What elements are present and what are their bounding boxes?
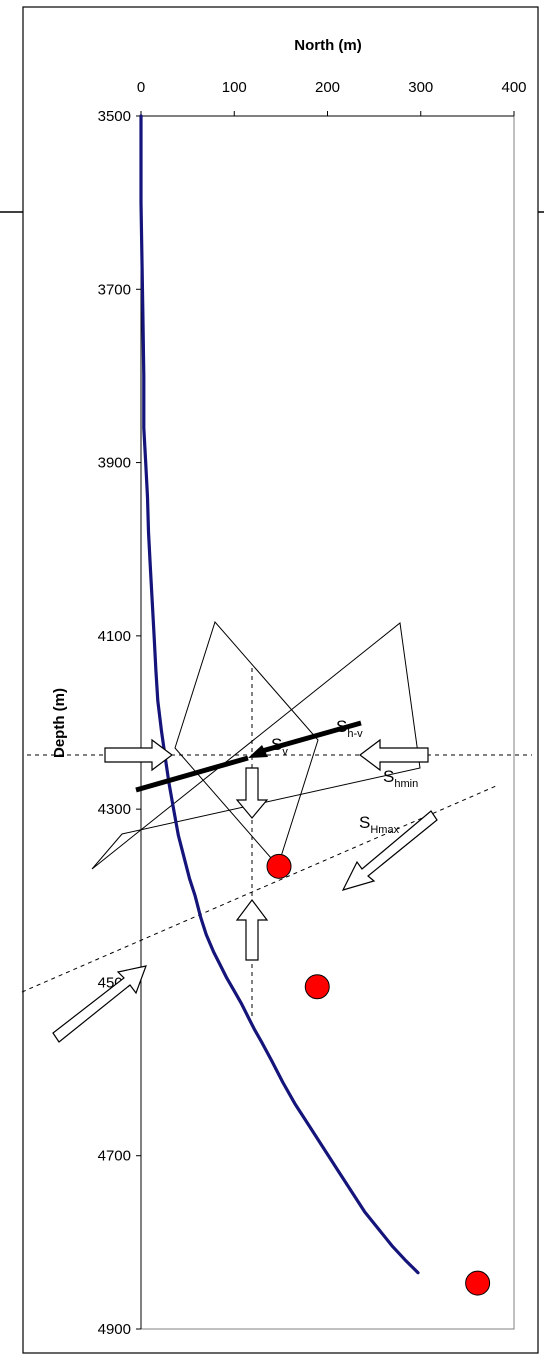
slip-arrow-right — [261, 720, 362, 754]
y-tick-label: 4100 — [98, 628, 131, 645]
shmin-right-arrow — [359, 738, 429, 772]
conjugate-plane-outline — [174, 621, 319, 867]
stress-arrows — [52, 738, 438, 1043]
data-point — [266, 853, 292, 879]
x-tick-label: 300 — [408, 79, 433, 96]
y-tick-label: 3900 — [98, 455, 131, 472]
y-tick-label: 3500 — [98, 108, 131, 125]
plot-area — [140, 115, 515, 1330]
wellbore-trajectory-line — [139, 114, 420, 1275]
y-tick-label: 4300 — [98, 801, 131, 818]
fault-plane-outline — [91, 622, 421, 870]
x-tick-label: 100 — [222, 79, 247, 96]
data-point — [465, 1270, 491, 1296]
sv-top-arrow — [235, 767, 269, 819]
x-tick-label: 400 — [501, 79, 526, 96]
shv-label: Sh-v — [336, 717, 363, 740]
slip-arrow-head — [248, 745, 268, 758]
shmax-dashed-line — [21, 785, 497, 993]
y-tick-label: 4900 — [98, 1321, 131, 1338]
y-tick-label: 4700 — [98, 1148, 131, 1165]
x-tick-label: 0 — [137, 79, 145, 96]
y-tick-label: 3700 — [98, 281, 131, 298]
shmin-label: Shmin — [383, 767, 418, 790]
shmax-upper-arrow — [341, 810, 438, 891]
x-tick-label: 200 — [315, 79, 340, 96]
shmin-left-arrow — [104, 738, 173, 772]
chart-frame — [22, 6, 539, 1354]
y-axis-title: Depth (m) — [51, 688, 68, 758]
shmax-label: SHmax — [359, 813, 400, 836]
sv-bottom-arrow — [235, 899, 269, 961]
slip-arrow — [135, 720, 362, 793]
data-point — [304, 974, 330, 1000]
sv-label: Sv — [271, 735, 288, 758]
x-axis-title: North (m) — [294, 37, 362, 54]
shmax-lower-arrow — [52, 965, 147, 1043]
x-ticks: 0 100 200 300 400 — [137, 79, 527, 116]
slip-arrow-left — [135, 755, 249, 793]
stress-diagram — [21, 621, 532, 1016]
data-points — [266, 853, 491, 1296]
